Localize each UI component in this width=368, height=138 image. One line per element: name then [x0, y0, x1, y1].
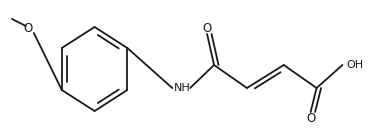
Text: O: O — [23, 22, 32, 34]
Text: O: O — [202, 22, 212, 34]
Text: O: O — [306, 112, 315, 124]
Text: OH: OH — [346, 60, 364, 70]
Text: NH: NH — [174, 83, 191, 93]
